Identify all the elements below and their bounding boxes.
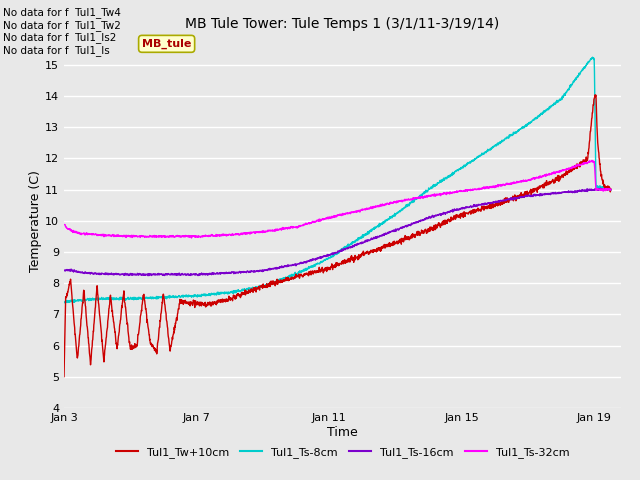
Text: MB_tule: MB_tule (142, 39, 191, 49)
Text: No data for f  Tul1_Tw4
No data for f  Tul1_Tw2
No data for f  Tul1_Is2
No data : No data for f Tul1_Tw4 No data for f Tul… (3, 7, 121, 56)
Title: MB Tule Tower: Tule Temps 1 (3/1/11-3/19/14): MB Tule Tower: Tule Temps 1 (3/1/11-3/19… (185, 17, 500, 31)
Legend: Tul1_Tw+10cm, Tul1_Ts-8cm, Tul1_Ts-16cm, Tul1_Ts-32cm: Tul1_Tw+10cm, Tul1_Ts-8cm, Tul1_Ts-16cm,… (111, 443, 573, 462)
X-axis label: Time: Time (327, 426, 358, 439)
Y-axis label: Temperature (C): Temperature (C) (29, 170, 42, 272)
